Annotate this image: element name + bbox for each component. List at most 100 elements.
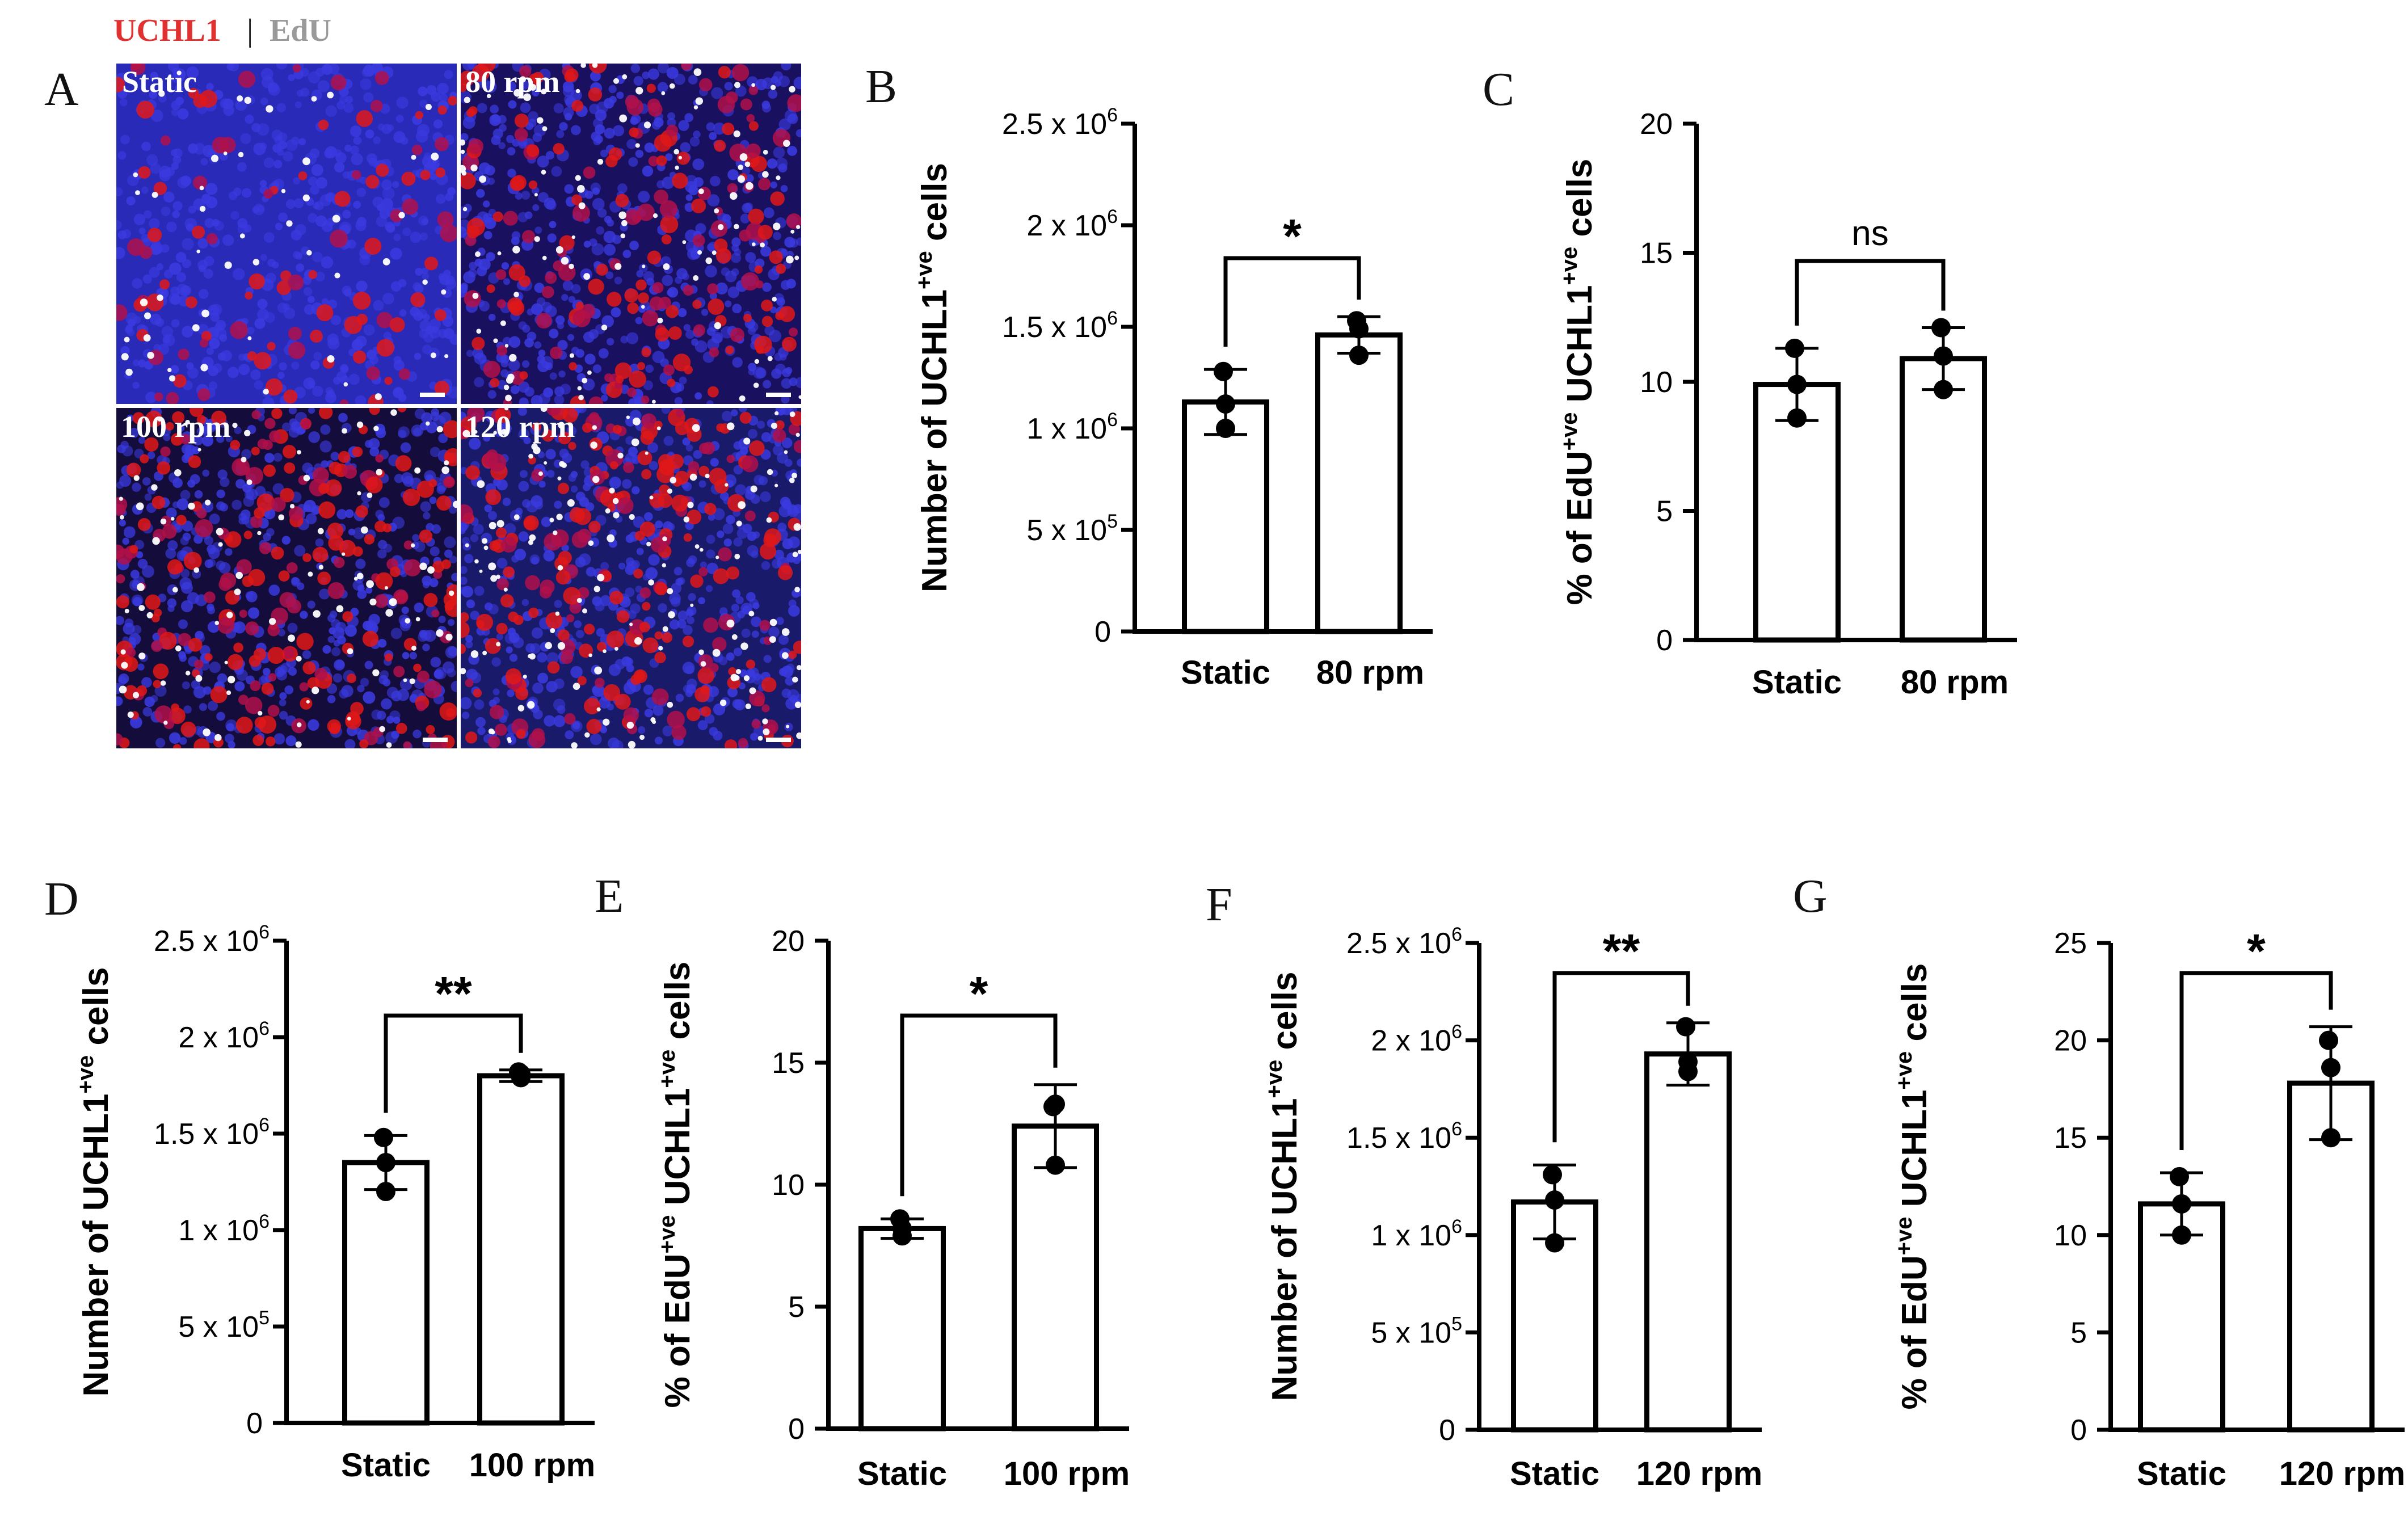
nucleus-cell [353, 136, 362, 145]
uchl1-cell [271, 546, 284, 560]
edu-cell [656, 426, 661, 431]
nucleus-cell [636, 548, 644, 555]
x-tick-label: Static [1752, 664, 1842, 701]
bar [477, 1073, 565, 1426]
nucleus-cell [645, 364, 654, 373]
edu-cell [124, 608, 129, 613]
edu-cell [628, 740, 636, 748]
nucleus-cell [726, 515, 735, 524]
nucleus-cell [144, 493, 152, 501]
nucleus-cell [421, 267, 428, 275]
nucleus-cell [475, 717, 486, 727]
uchl1-cell [572, 204, 590, 222]
uchl1-cell [287, 599, 301, 614]
uchl1-cell [461, 83, 467, 92]
uchl1-cell [416, 701, 427, 711]
nucleus-cell [502, 498, 511, 506]
nucleus-cell [781, 688, 792, 698]
nucleus-cell [787, 146, 797, 156]
uchl1-cell [646, 83, 656, 93]
uchl1-cell [761, 704, 770, 713]
uchl1-cell [230, 440, 241, 450]
nucleus-cell [642, 71, 650, 79]
nucleus-cell [333, 376, 341, 385]
edu-cell [133, 172, 138, 178]
uchl1-cell [600, 489, 618, 507]
edu-cell [360, 526, 368, 534]
edu-cell [601, 325, 608, 331]
edu-cell [577, 386, 582, 391]
nucleus-cell [763, 380, 772, 389]
y-tick-label: 1.5 x 106 [154, 1114, 270, 1151]
nucleus-cell [187, 479, 196, 488]
nucleus-cell [334, 659, 345, 671]
edu-cell [689, 473, 697, 481]
uchl1-cell [528, 607, 539, 618]
nucleus-cell [296, 426, 305, 435]
nucleus-cell [755, 367, 767, 378]
uchl1-cell [671, 494, 689, 512]
nucleus-cell [167, 540, 178, 551]
nucleus-cell [551, 166, 562, 177]
nucleus-cell [186, 362, 194, 370]
uchl1-cell [286, 562, 298, 574]
uchl1-cell [339, 399, 349, 404]
uchl1-cell [245, 291, 253, 300]
uchl1-cell [419, 529, 433, 543]
edu-cell [632, 417, 641, 426]
nucleus-cell [468, 268, 477, 277]
uchl1-cell [718, 547, 732, 562]
uchl1-cell [171, 703, 180, 712]
nucleus-cell [520, 102, 531, 113]
uchl1-cell [271, 497, 286, 512]
nucleus-cell [144, 210, 152, 219]
edu-cell [605, 508, 611, 513]
edu-cell [461, 139, 466, 146]
nucleus-cell [470, 534, 479, 542]
nucleus-cell [361, 68, 371, 77]
uchl1-cell [263, 189, 273, 199]
nucleus-cell [430, 546, 440, 557]
nucleus-cell [357, 589, 367, 599]
edu-cell [620, 233, 626, 238]
nucleus-cell [247, 607, 260, 619]
uchl1-cell [519, 65, 532, 78]
edu-cell [682, 240, 687, 245]
uchl1-cell [254, 507, 266, 519]
nucleus-cell [654, 736, 663, 745]
significance-bracket [900, 1013, 1058, 1197]
nucleus-cell [661, 408, 671, 414]
edu-cell [479, 175, 487, 183]
nucleus-cell [553, 698, 566, 711]
uchl1-cell [746, 659, 756, 669]
uchl1-cell [654, 190, 668, 204]
uchl1-cell [496, 299, 506, 309]
uchl1-cell [647, 250, 662, 264]
uchl1-cell [550, 346, 563, 359]
uchl1-cell [468, 138, 484, 154]
nucleus-cell [430, 411, 440, 422]
nucleus-cell [132, 381, 140, 389]
edu-cell [590, 441, 597, 449]
uchl1-cell [595, 677, 605, 688]
uchl1-cell [726, 566, 740, 580]
uchl1-cell [376, 311, 393, 329]
significance-bracket [1552, 971, 1690, 1143]
uchl1-cell [788, 650, 797, 659]
edu-cell [592, 64, 598, 68]
nucleus-cell [564, 113, 572, 121]
nucleus-cell [119, 475, 132, 487]
edu-cell [422, 279, 428, 285]
nucleus-cell [518, 531, 529, 542]
legend-uchl1: UCHL1 [113, 13, 221, 48]
significance-label: * [2247, 924, 2266, 978]
channel-legend: UCHL1 | EdU [113, 13, 331, 48]
nucleus-cell [727, 687, 738, 697]
uchl1-cell [220, 572, 237, 589]
nucleus-cell [141, 677, 152, 688]
nucleus-cell [164, 269, 174, 279]
nucleus-cell [317, 80, 330, 92]
nucleus-cell [176, 498, 189, 511]
uchl1-cell [511, 175, 527, 190]
